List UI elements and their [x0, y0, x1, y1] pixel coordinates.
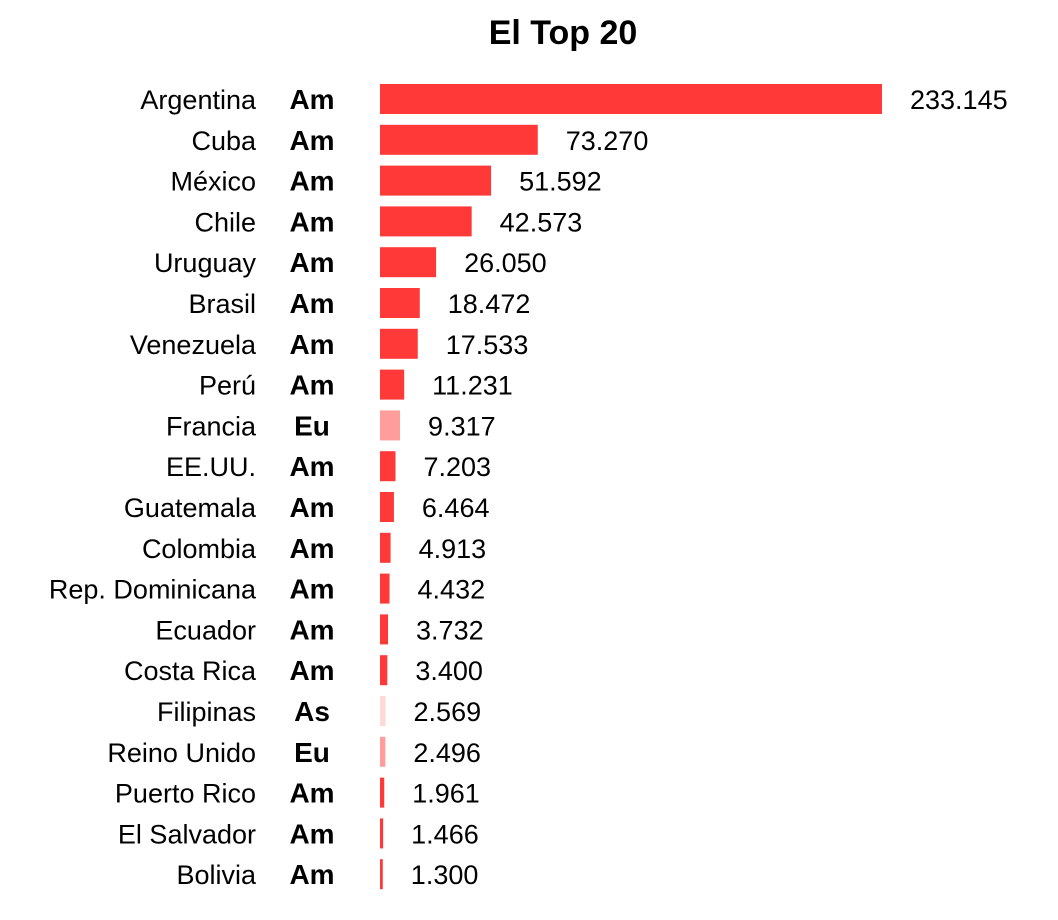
country-label: Puerto Rico	[115, 779, 256, 809]
value-label: 4.913	[419, 534, 487, 564]
region-label: Am	[289, 206, 334, 237]
value-label: 18.472	[448, 289, 531, 319]
country-label: México	[170, 167, 256, 197]
region-label: Am	[289, 778, 334, 809]
value-label: 73.270	[566, 126, 649, 156]
region-label: Am	[289, 329, 334, 360]
value-label: 2.569	[414, 697, 482, 727]
country-label: Perú	[199, 371, 256, 401]
bar	[380, 369, 405, 400]
region-label: As	[294, 696, 330, 727]
country-label: Venezuela	[130, 330, 257, 360]
country-label: Chile	[194, 207, 256, 237]
bar	[380, 328, 418, 359]
bar-rows: Argentina Am 233.145 Cuba Am 73.270 México Am 51…	[49, 84, 1008, 890]
bar	[380, 492, 394, 522]
bar	[380, 532, 391, 563]
bar	[380, 859, 383, 890]
country-label: Cuba	[191, 126, 257, 156]
region-label: Eu	[294, 410, 330, 441]
region-label: Am	[289, 614, 334, 645]
value-label: 2.496	[413, 738, 481, 768]
value-label: 1.961	[412, 779, 480, 809]
country-label: Costa Rica	[124, 656, 257, 686]
region-label: Am	[289, 166, 334, 197]
region-label: Am	[289, 288, 334, 319]
bar	[380, 614, 389, 645]
region-label: Am	[289, 84, 334, 115]
country-label: Rep. Dominicana	[49, 575, 257, 605]
value-label: 17.533	[446, 330, 529, 360]
value-label: 3.400	[415, 656, 483, 686]
region-label: Eu	[294, 737, 330, 768]
value-label: 1.466	[411, 819, 479, 849]
bar	[380, 451, 396, 482]
bar	[380, 206, 472, 237]
country-label: Filipinas	[157, 697, 256, 727]
bar	[380, 124, 538, 155]
bar	[380, 288, 420, 318]
country-label: Argentina	[140, 85, 257, 115]
bar	[380, 247, 437, 278]
value-label: 51.592	[519, 167, 602, 197]
region-label: Am	[289, 125, 334, 156]
bar	[380, 696, 386, 726]
bar	[380, 573, 390, 604]
bar	[380, 165, 492, 196]
country-label: El Salvador	[118, 819, 256, 849]
country-label: Francia	[166, 411, 257, 441]
bar	[380, 736, 386, 767]
bar	[380, 410, 401, 441]
country-label: EE.UU.	[166, 452, 256, 482]
value-label: 1.300	[411, 860, 479, 890]
value-label: 9.317	[428, 411, 496, 441]
region-label: Am	[289, 859, 334, 890]
country-label: Uruguay	[154, 248, 257, 278]
bar	[380, 818, 384, 849]
region-label: Am	[289, 370, 334, 401]
chart-title: El Top 20	[489, 14, 638, 52]
bar	[380, 777, 385, 808]
region-label: Am	[289, 818, 334, 849]
value-label: 26.050	[464, 248, 547, 278]
region-label: Am	[289, 492, 334, 523]
value-label: 233.145	[910, 85, 1008, 115]
value-label: 42.573	[500, 207, 583, 237]
region-label: Am	[289, 574, 334, 605]
value-label: 3.732	[416, 615, 484, 645]
region-label: Am	[289, 451, 334, 482]
country-label: Colombia	[142, 534, 257, 564]
country-label: Reino Unido	[107, 738, 256, 768]
country-label: Guatemala	[124, 493, 257, 523]
value-label: 6.464	[422, 493, 490, 523]
value-label: 11.231	[432, 371, 513, 401]
value-label: 4.432	[418, 575, 486, 605]
value-label: 7.203	[424, 452, 492, 482]
country-label: Ecuador	[155, 615, 256, 645]
bar	[380, 655, 388, 686]
country-label: Brasil	[188, 289, 256, 319]
region-label: Am	[289, 655, 334, 686]
country-label: Bolivia	[176, 860, 257, 890]
region-label: Am	[289, 533, 334, 564]
region-label: Am	[289, 247, 334, 278]
bar	[380, 84, 882, 114]
